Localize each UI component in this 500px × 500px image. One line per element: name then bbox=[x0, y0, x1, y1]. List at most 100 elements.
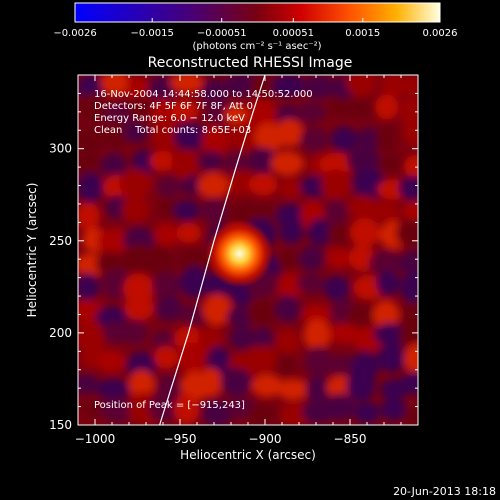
heatmap-cell bbox=[251, 326, 274, 350]
heatmap-cell bbox=[97, 378, 130, 400]
heatmap-cell bbox=[352, 167, 385, 200]
heatmap-cell bbox=[299, 245, 325, 272]
heatmap-cell bbox=[171, 149, 200, 180]
heatmap-cell bbox=[271, 75, 306, 97]
heatmap-cell bbox=[197, 150, 225, 172]
heatmap-cell bbox=[402, 200, 418, 222]
heatmap-cell bbox=[296, 273, 327, 294]
heatmap-cell bbox=[200, 78, 228, 105]
heatmap-cell bbox=[78, 321, 107, 351]
peak-position-label: Position of Peak = [−915,243] bbox=[94, 400, 245, 411]
heatmap-cell bbox=[380, 75, 409, 98]
heatmap-cell bbox=[294, 101, 327, 124]
heatmap-cell bbox=[345, 75, 376, 97]
x-tick-label: −900 bbox=[249, 432, 282, 446]
heatmap-cell bbox=[275, 294, 301, 323]
colorbar-tick-label: 0.0015 bbox=[345, 28, 380, 39]
heatmap-cell bbox=[127, 95, 154, 119]
heatmap-cell bbox=[177, 245, 208, 273]
heatmap-cell bbox=[347, 195, 379, 219]
colorbar-tick-label: −0.0026 bbox=[53, 28, 96, 39]
heatmap-cell bbox=[100, 396, 133, 424]
heatmap-cell bbox=[201, 125, 229, 157]
heatmap-cell bbox=[246, 345, 279, 373]
heatmap-cell bbox=[151, 120, 181, 152]
heatmap-cell bbox=[346, 302, 378, 329]
heatmap-cell bbox=[400, 272, 418, 304]
heatmap-cell bbox=[250, 75, 275, 103]
colorbar-ticks: −0.0026 −0.0015 −0.00051 0.00051 0.0015 0.002… bbox=[53, 18, 458, 39]
peak-source bbox=[205, 219, 274, 288]
heatmap-cell bbox=[78, 150, 104, 178]
heatmap-cell bbox=[151, 271, 183, 301]
heatmap-cell bbox=[228, 121, 260, 151]
heatmap-cell bbox=[403, 405, 418, 425]
heatmap-cell bbox=[78, 125, 107, 154]
heatmap-cell bbox=[404, 154, 418, 179]
heatmap-cell bbox=[380, 398, 407, 421]
heatmap-cell bbox=[247, 299, 280, 327]
info-line-energy: Energy Range: 6.0 − 12.0 keV bbox=[94, 113, 245, 124]
heatmap-cell bbox=[303, 318, 332, 351]
heatmap-cell bbox=[176, 222, 202, 243]
heatmap-cell bbox=[375, 270, 401, 296]
heatmap-cell bbox=[324, 275, 350, 301]
heatmap-cell bbox=[201, 399, 233, 425]
x-tick-label: −1000 bbox=[75, 432, 116, 446]
heatmap-cell bbox=[78, 202, 100, 231]
heatmap-cell bbox=[329, 322, 360, 344]
heatmap-cell bbox=[377, 343, 407, 373]
heatmap-cell bbox=[155, 175, 183, 198]
heatmap-cell bbox=[330, 126, 358, 153]
heatmap-cell bbox=[121, 196, 150, 223]
y-tick-label: 150 bbox=[49, 418, 72, 432]
solar-limb-curve bbox=[159, 75, 266, 425]
heatmap-cell bbox=[378, 153, 408, 175]
heatmap-cell bbox=[97, 350, 126, 373]
heatmap-cell bbox=[173, 199, 200, 221]
heatmap-cell bbox=[229, 325, 255, 350]
x-tick-label: −850 bbox=[334, 432, 367, 446]
heatmap-cell bbox=[154, 222, 178, 249]
colorbar-tick-label: −0.00051 bbox=[197, 28, 247, 39]
heatmap-cell bbox=[354, 401, 380, 424]
heatmap-cell bbox=[326, 247, 351, 269]
heatmap-cell bbox=[299, 126, 328, 153]
heatmap-cell bbox=[202, 293, 233, 326]
heatmap-cell bbox=[304, 75, 334, 100]
heatmap-cell bbox=[171, 100, 199, 122]
heatmap-cell bbox=[220, 367, 252, 397]
heatmap-cell bbox=[155, 296, 184, 322]
heatmap-cell bbox=[173, 122, 207, 151]
heatmap-cell bbox=[347, 98, 380, 121]
heatmap-cell bbox=[275, 328, 300, 355]
heatmap-cell bbox=[326, 97, 354, 118]
axis-ticks: −1000 −950 −900 −850 150 200 250 300 bbox=[49, 74, 419, 446]
heatmap-cell bbox=[270, 150, 304, 176]
heatmap-cell bbox=[275, 352, 298, 377]
heatmap-cell bbox=[100, 152, 128, 178]
x-axis-label: Heliocentric X (arcsec) bbox=[180, 448, 316, 462]
info-line-time: 16-Nov-2004 14:44:58.000 to 14:50:52.000 bbox=[94, 89, 313, 100]
heatmap-cell bbox=[369, 250, 403, 276]
info-line-counts: Clean Total counts: 8.65E+03 bbox=[94, 125, 251, 136]
chart-title: Reconstructed RHESSI Image bbox=[148, 55, 353, 71]
heatmap-cell bbox=[305, 375, 330, 403]
heatmap-cell bbox=[173, 394, 200, 425]
colorbar-gradient bbox=[74, 2, 441, 23]
heatmap-cell bbox=[197, 171, 230, 200]
heatmap-cell bbox=[197, 367, 223, 397]
heatmap-cell bbox=[403, 343, 418, 375]
heatmap-cell bbox=[123, 273, 155, 305]
heatmap-cell bbox=[246, 98, 277, 130]
heatmap-cell bbox=[124, 295, 155, 321]
heatmap-cell bbox=[169, 75, 204, 94]
heatmap-cell bbox=[403, 118, 418, 147]
heatmap-cell bbox=[398, 250, 418, 277]
heatmap-cell bbox=[327, 222, 355, 244]
heatmap-cell bbox=[78, 374, 100, 395]
heatmap-cell bbox=[348, 244, 375, 272]
heatmap-cell bbox=[82, 398, 107, 419]
heatmap-cell bbox=[405, 75, 418, 98]
